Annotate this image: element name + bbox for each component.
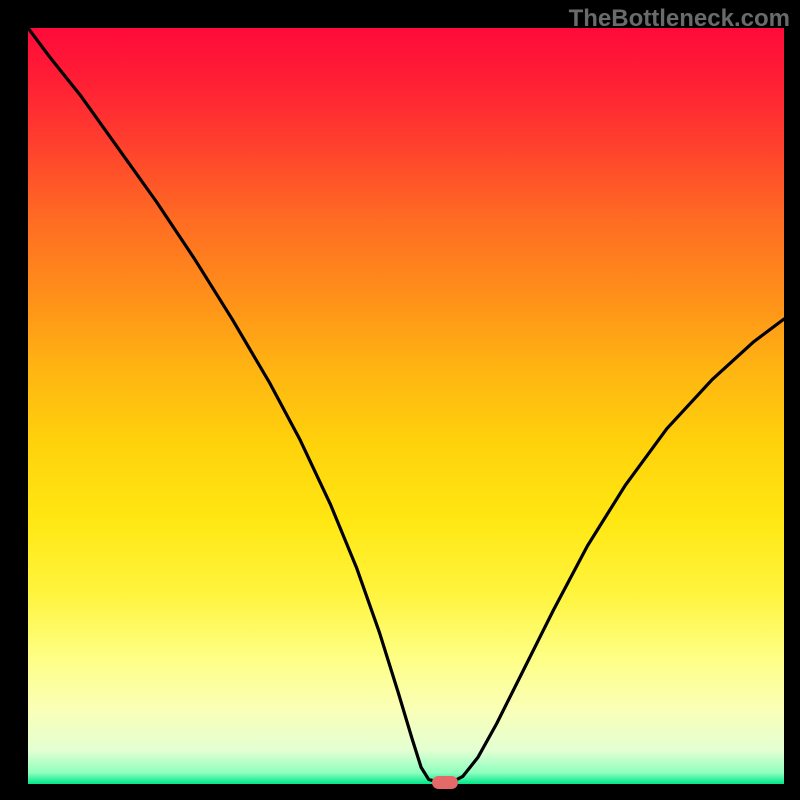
plot-svg — [28, 28, 784, 784]
bottleneck-chart-figure: TheBottleneck.com — [0, 0, 800, 800]
watermark-text: TheBottleneck.com — [569, 5, 790, 33]
plot-area — [28, 28, 784, 784]
optimum-marker — [432, 776, 458, 790]
gradient-background — [28, 28, 784, 784]
